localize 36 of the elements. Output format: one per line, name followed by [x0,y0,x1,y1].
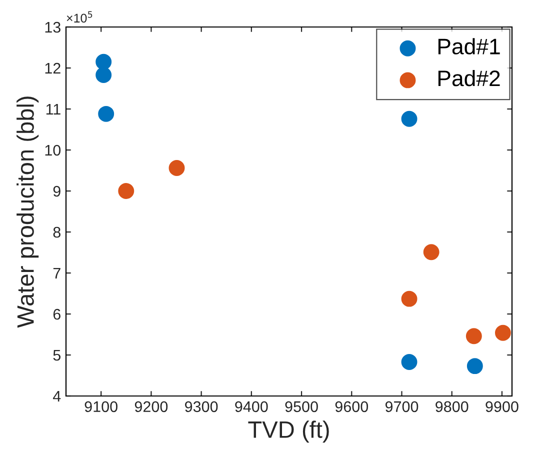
point [423,244,440,260]
y-tick-label: 5 [53,350,60,361]
point [466,358,483,374]
point [401,354,418,370]
point [118,183,134,199]
legend-label: Pad#1 [438,38,500,54]
point [495,324,511,341]
point [96,66,112,83]
x-tick-label: 9400 [235,401,268,412]
point [96,54,112,70]
x-tick-label: 9300 [185,401,218,412]
y-tick-label: 13 [45,22,60,33]
point [401,290,418,307]
x-axis-title: TVD (ft) [248,420,329,443]
y-tick-label: 4 [52,391,61,402]
legend-label: Pad#2 [438,70,500,86]
x-tick-label: 9200 [134,401,168,412]
x-tick-label: 9900 [486,401,518,412]
y-axis-title: Water produciton (bbl) [16,96,39,328]
y-tick-label: 11 [46,104,60,115]
text: ×10$^{5}$ [66,11,92,23]
x-tick-label: 9600 [335,401,368,412]
point [466,328,482,344]
y-tick-label: 10 [45,144,61,156]
x-tick-label: 9100 [84,401,118,412]
point [401,110,418,127]
point [98,106,114,122]
point [168,160,185,176]
x-tick-label: 9500 [285,401,318,412]
x-tick-label: 9800 [436,401,468,412]
y-tick-label: 6 [53,308,60,320]
y-tick-label: 9 [53,186,60,197]
x-tick-label: 9700 [385,401,418,412]
y-tick-label: 8 [53,226,60,238]
y-tick-label: 12 [45,62,60,74]
y-tick-label: 7 [53,268,60,279]
